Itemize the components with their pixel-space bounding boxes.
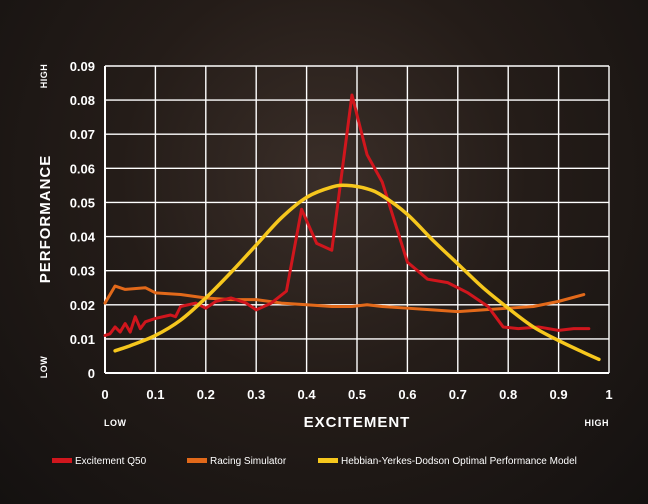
x-tick-label: 0.5 (348, 387, 366, 402)
x-low-label: LOW (104, 418, 127, 428)
series-line-hebbian-yerkes-dodson-optimal-performance-model (113, 183, 601, 362)
x-tick-labels: 0 0.1 0.2 0.3 0.4 0.5 0.6 0.7 0.8 0.9 1 (101, 387, 612, 402)
y-tick-label: 0.07 (70, 127, 95, 142)
legend-swatch (318, 458, 338, 463)
x-tick-label: 0.1 (146, 387, 164, 402)
y-high-label: HIGH (39, 64, 49, 89)
legend-swatch (187, 458, 207, 463)
y-tick-label: 0.03 (70, 264, 95, 279)
y-tick-label: 0.01 (70, 332, 95, 347)
x-tick-label: 0 (101, 387, 108, 402)
y-tick-label: 0.09 (70, 59, 95, 74)
y-low-label: LOW (39, 356, 49, 379)
y-tick-label: 0 (88, 366, 95, 381)
y-tick-label: 0.04 (70, 230, 96, 245)
y-tick-label: 0.08 (70, 93, 95, 108)
x-high-label: HIGH (585, 418, 610, 428)
series-line-racing-simulator (103, 284, 586, 314)
legend-swatch (52, 458, 72, 463)
x-tick-label: 0.3 (247, 387, 265, 402)
x-tick-label: 0.7 (449, 387, 467, 402)
legend-label: Racing Simulator (210, 456, 287, 467)
x-axis-title: EXCITEMENT (304, 414, 411, 431)
y-tick-label: 0.05 (70, 195, 95, 210)
legend-label: Excitement Q50 (75, 456, 147, 467)
x-tick-label: 0.9 (550, 387, 568, 402)
x-tick-label: 0.8 (499, 387, 517, 402)
y-tick-labels: 0 0.01 0.02 0.03 0.04 0.05 0.06 0.07 0.08 0.09 (70, 59, 96, 381)
series-lines (103, 93, 601, 362)
x-tick-label: 0.2 (197, 387, 215, 402)
x-tick-label: 0.6 (398, 387, 416, 402)
y-tick-label: 0.06 (70, 161, 95, 176)
series-line-excitement-q50 (103, 93, 591, 337)
y-axis-title: PERFORMANCE (37, 155, 54, 284)
x-tick-label: 0.4 (298, 387, 317, 402)
x-tick-label: 1 (605, 387, 612, 402)
y-tick-label: 0.02 (70, 298, 95, 313)
legend-label: Hebbian-Yerkes-Dodson Optimal Performanc… (341, 456, 577, 467)
legend: Excitement Q50 Racing Simulator Hebbian-Ye… (52, 456, 577, 467)
